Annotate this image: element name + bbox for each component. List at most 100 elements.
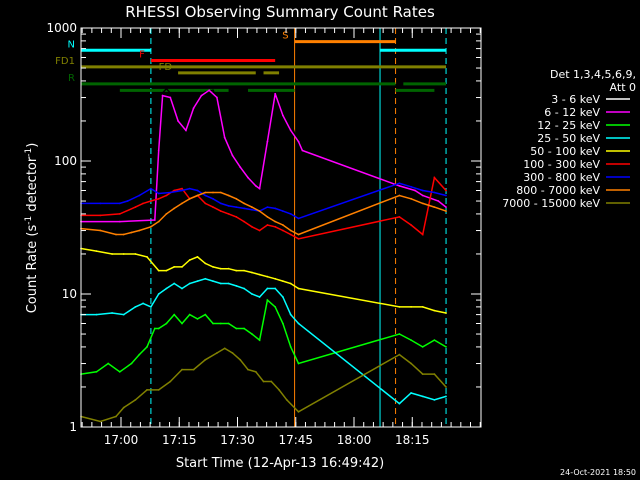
series-8-point-13 xyxy=(231,352,234,354)
series-5-point-1 xyxy=(99,214,102,217)
series-5-point-14 xyxy=(219,210,222,213)
series-1-point-6 xyxy=(177,120,180,122)
series-7-point-23 xyxy=(282,224,284,226)
series-1-point-15 xyxy=(247,176,249,179)
chart-title: RHESSI Observing Summary Count Rates xyxy=(125,3,435,21)
series-8-point-11 xyxy=(216,352,218,354)
series-7-point-30 xyxy=(445,210,447,213)
series-4-point-12 xyxy=(204,262,207,265)
series-6-point-4 xyxy=(138,194,141,197)
series-7-point-18 xyxy=(243,202,246,205)
series-3-point-25 xyxy=(297,322,300,325)
series-2-point-2 xyxy=(107,362,110,365)
series-6-point-3 xyxy=(126,200,129,202)
series-4-point-6 xyxy=(157,269,160,272)
legend-label-1: 6 - 12 keV xyxy=(544,106,600,119)
series-4-point-24 xyxy=(297,287,300,290)
series-2-point-21 xyxy=(258,339,261,341)
series-4-point-21 xyxy=(274,277,277,280)
series-0-point-10 xyxy=(235,133,238,135)
series-8-point-7 xyxy=(169,380,172,383)
series-0-point-8 xyxy=(219,107,222,109)
series-2-point-12 xyxy=(188,313,191,316)
series-6-point-11 xyxy=(204,194,207,197)
series-1-point-28 xyxy=(445,206,447,209)
y-axis-label: Count Rate (s-1 detector-1) xyxy=(24,143,40,314)
series-3-point-10 xyxy=(181,287,183,290)
x-tick-label-0: 17:00 xyxy=(104,433,139,447)
series-4-point-19 xyxy=(258,273,261,276)
series-7-point-26 xyxy=(398,194,401,197)
series-3-point-21 xyxy=(266,287,269,290)
series-8-point-3 xyxy=(122,406,125,409)
series-2-point-15 xyxy=(212,322,214,325)
series-1-point-10 xyxy=(208,89,211,92)
series-2-point-17 xyxy=(227,322,230,325)
series-4-point-11 xyxy=(196,256,199,258)
series-6-point-28 xyxy=(445,194,447,197)
series-3-point-1 xyxy=(95,313,98,316)
series-1-point-7 xyxy=(185,129,187,132)
series-6-point-19 xyxy=(266,206,269,209)
series-7-point-28 xyxy=(421,202,424,205)
series-2-point-9 xyxy=(165,322,168,325)
series-1-point-25 xyxy=(414,189,416,192)
series-6-point-2 xyxy=(118,202,121,205)
series-5-point-7 xyxy=(165,194,168,197)
series-8-point-12 xyxy=(223,347,226,350)
legend-label-3: 25 - 50 keV xyxy=(537,132,600,145)
series-8-point-10 xyxy=(204,358,207,361)
series-3-point-27 xyxy=(410,392,412,394)
series-5-point-2 xyxy=(118,213,121,215)
series-4-point-10 xyxy=(188,259,191,261)
series-4-point-9 xyxy=(181,266,183,268)
series-3-point-22 xyxy=(274,287,277,290)
flag-label-5: R xyxy=(68,73,75,84)
series-6-point-27 xyxy=(433,191,436,194)
series-6-point-24 xyxy=(398,182,401,185)
series-7-point-15 xyxy=(219,191,222,194)
series-8-point-25 xyxy=(433,373,436,375)
series-1-point-12 xyxy=(223,136,226,139)
series-8-point-8 xyxy=(181,368,183,371)
series-1-point-24 xyxy=(398,185,401,187)
y-tick-label-0: 1 xyxy=(69,420,77,434)
series-4-point-27 xyxy=(421,306,424,308)
series-4-point-13 xyxy=(212,266,214,268)
series-0-point-16 xyxy=(282,107,284,109)
series-0-point-0 xyxy=(157,96,160,99)
series-5-point-24 xyxy=(297,237,300,240)
series-6-point-12 xyxy=(212,197,214,200)
series-3-point-18 xyxy=(243,287,246,290)
x-axis-label: Start Time (12-Apr-13 16:49:42) xyxy=(176,456,384,471)
series-6-point-22 xyxy=(289,213,292,215)
x-tick-label-3: 17:45 xyxy=(278,433,313,447)
series-line-5 xyxy=(81,175,447,240)
series-2-point-7 xyxy=(153,327,156,330)
series-5-point-15 xyxy=(227,213,230,215)
series-3-point-29 xyxy=(433,399,436,401)
axes: 1 10 100 1000 17:00 17:15 17:30 17:45 18:00 18:15 xyxy=(46,21,482,447)
series-6-point-14 xyxy=(227,205,230,207)
series-7-point-8 xyxy=(165,213,168,215)
series-7-point-17 xyxy=(235,197,238,200)
series-6-point-13 xyxy=(219,202,222,205)
series-3-point-4 xyxy=(134,306,137,308)
series-5-point-16 xyxy=(235,216,238,218)
x-tick-label-5: 18:15 xyxy=(395,433,430,447)
series-2-point-20 xyxy=(251,333,253,335)
series-1-point-16 xyxy=(254,185,257,187)
series-8-point-5 xyxy=(146,389,148,391)
series-3-point-7 xyxy=(157,293,160,295)
series-1-point-5 xyxy=(169,96,172,99)
series-2-point-4 xyxy=(130,362,133,365)
series-8-point-17 xyxy=(262,380,265,383)
series-2-point-19 xyxy=(243,327,246,330)
series-7-point-11 xyxy=(188,197,191,200)
flag-label-0: N xyxy=(68,39,75,50)
series-3-point-13 xyxy=(204,277,207,280)
series-2-point-3 xyxy=(118,370,121,373)
series-2-point-13 xyxy=(196,318,199,320)
series-1-point-11 xyxy=(216,96,218,99)
series-7-point-22 xyxy=(274,220,277,223)
